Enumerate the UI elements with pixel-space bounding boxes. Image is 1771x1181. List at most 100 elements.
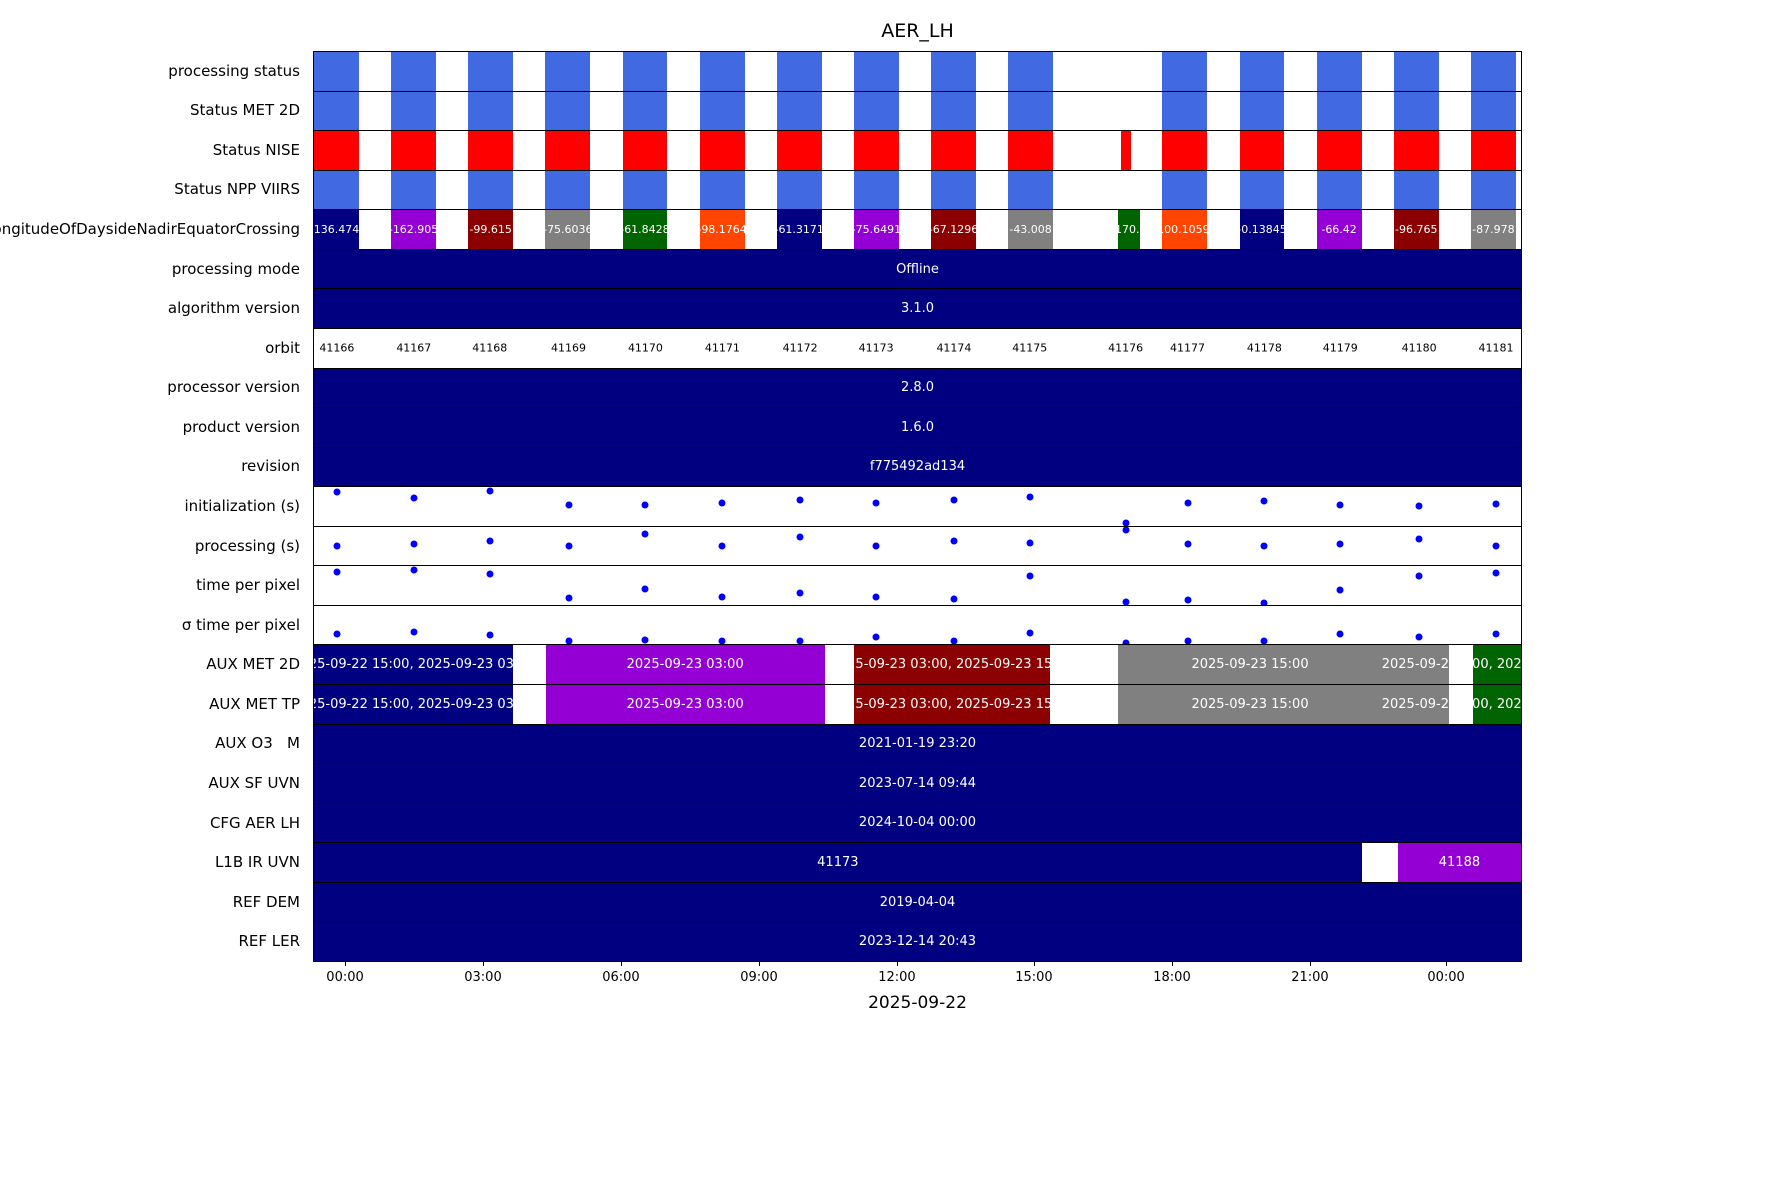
aux-met-2d-segment: 2025-09-22 15:00, 2025-09-23 03:00 bbox=[314, 645, 514, 684]
row-label-orbit: orbit bbox=[265, 338, 300, 357]
processing-status-segment bbox=[1316, 52, 1362, 91]
longitude-of-dayside-nadir-equator-crossing-segment-label: -98.1764 bbox=[697, 223, 747, 237]
initialization-s-data-point bbox=[1492, 500, 1500, 508]
row-aux-met-2d: 2025-09-22 15:00, 2025-09-23 03:00 2025-0… bbox=[313, 645, 1522, 685]
processing-status-segment bbox=[314, 52, 359, 91]
row-processor-version: 2.8.0 bbox=[313, 368, 1522, 409]
row-time-per-pixel bbox=[313, 566, 1522, 606]
aux-met-tp-segment-label: 2025-09-23 15:00 bbox=[1191, 696, 1309, 712]
status-nise-segment bbox=[1316, 131, 1362, 170]
aux-met-2d-segment: 2025-09-23 15:00 bbox=[1117, 645, 1383, 684]
row-product-version: 1.6.0 bbox=[313, 408, 1522, 448]
aux-met-tp-segment: 2025-09-23 03:00 bbox=[545, 685, 825, 724]
initialization-s-data-point bbox=[333, 488, 341, 496]
processing-s-data-point bbox=[718, 542, 726, 550]
aux-met-tp-segment-label: 2025-09-2 bbox=[1382, 696, 1449, 712]
x-tick-mark bbox=[896, 961, 898, 966]
aux-met-tp-segment: 2025-09-23 03:00, 2025-09-23 15:00 bbox=[853, 685, 1051, 724]
row-label-l1b-ir-uvn: L1B IR UVN bbox=[214, 853, 300, 872]
x-tick-mark bbox=[482, 961, 484, 966]
row-l1b-ir-uvn: 41173 41188 bbox=[313, 843, 1522, 883]
status-nise-segment bbox=[468, 131, 514, 170]
status-npp-viirs-segment bbox=[776, 170, 822, 210]
processing-s-data-point bbox=[641, 530, 649, 538]
sigma-time-per-pixel-data-point bbox=[565, 637, 573, 645]
row-labels-column: processing status Status MET 2D Status NIS… bbox=[0, 51, 306, 961]
x-tick-label: 18:00 bbox=[1153, 970, 1191, 985]
status-met-2d-segment bbox=[468, 91, 514, 131]
x-tick-label: 12:00 bbox=[878, 970, 916, 985]
sigma-time-per-pixel-data-point bbox=[1026, 629, 1034, 637]
aux-met-tp-segment-label: 00, 202 bbox=[1472, 696, 1521, 712]
x-tick-label: 06:00 bbox=[602, 970, 640, 985]
orbit-value-label: 41178 bbox=[1246, 341, 1282, 355]
status-npp-viirs-segment bbox=[853, 170, 899, 210]
status-met-2d-segment bbox=[1239, 91, 1285, 131]
initialization-s-data-point bbox=[1415, 502, 1423, 510]
product-version-segment-label: 1.6.0 bbox=[900, 419, 935, 435]
algorithm-version-segment-label: 3.1.0 bbox=[900, 301, 935, 317]
status-met-2d-segment bbox=[931, 91, 976, 131]
aux-o3-m-segment-label: 2021-01-19 23:20 bbox=[858, 736, 977, 752]
status-met-2d-segment bbox=[545, 91, 591, 131]
aux-sf-uvn-segment: 2023-07-14 09:44 bbox=[314, 764, 1521, 803]
initialization-s-data-point bbox=[641, 501, 649, 509]
orbit-value-label: 41172 bbox=[782, 341, 818, 355]
time-per-pixel-data-point bbox=[486, 570, 494, 578]
orbit-value-label: 41181 bbox=[1478, 341, 1514, 355]
longitude-of-dayside-nadir-equator-crossing-segment: -99.615 bbox=[468, 210, 514, 249]
orbit-value-label: 41171 bbox=[704, 341, 740, 355]
processing-mode-segment-label: Offline bbox=[896, 261, 939, 277]
row-label-processing-mode: processing mode bbox=[171, 259, 300, 278]
initialization-s-data-point bbox=[872, 499, 880, 507]
aux-sf-uvn-segment-label: 2023-07-14 09:44 bbox=[858, 775, 977, 791]
x-tick-label: 15:00 bbox=[1015, 970, 1053, 985]
aux-met-tp-segment: 2025-09-22 15:00, 2025-09-23 03:00 bbox=[314, 685, 514, 724]
time-per-pixel-data-point bbox=[1122, 598, 1130, 605]
longitude-of-dayside-nadir-equator-crossing-segment-label: -61.3171 bbox=[774, 223, 824, 237]
longitude-of-dayside-nadir-equator-crossing-segment: -43.008 bbox=[1008, 210, 1054, 249]
processing-status-segment bbox=[391, 52, 437, 91]
l1b-ir-uvn-segment-label: 41173 bbox=[817, 855, 859, 871]
processing-mode-segment: Offline bbox=[314, 249, 1521, 289]
row-label-longitude-of-dayside-nadir-equator-crossing: LongitudeOfDaysideNadirEquatorCrossing bbox=[0, 220, 300, 239]
x-tick-mark bbox=[1171, 961, 1173, 966]
time-per-pixel-data-point bbox=[1336, 586, 1344, 594]
status-nise-segment bbox=[699, 131, 745, 170]
status-met-2d-segment bbox=[1162, 91, 1208, 131]
sigma-time-per-pixel-data-point bbox=[1492, 630, 1500, 638]
row-processing-s bbox=[313, 526, 1522, 567]
row-label-aux-sf-uvn: AUX SF UVN bbox=[208, 773, 300, 792]
processing-status-segment bbox=[1239, 52, 1285, 91]
status-npp-viirs-segment bbox=[1239, 170, 1285, 210]
longitude-of-dayside-nadir-equator-crossing-segment: -98.1764 bbox=[697, 210, 747, 249]
row-label-processor-version: processor version bbox=[167, 378, 300, 397]
processing-status-segment bbox=[545, 52, 591, 91]
time-per-pixel-data-point bbox=[1260, 599, 1268, 605]
time-per-pixel-data-point bbox=[796, 589, 804, 597]
processing-s-data-point bbox=[1026, 539, 1034, 547]
x-tick-label: 00:00 bbox=[326, 970, 364, 985]
orbit-value-label: 41166 bbox=[319, 341, 355, 355]
orbit-value-label: 41180 bbox=[1401, 341, 1437, 355]
aux-met-2d-segment-label: 2025-09-2 bbox=[1382, 657, 1449, 673]
orbit-value-label: 41177 bbox=[1170, 341, 1205, 355]
status-npp-viirs-segment bbox=[931, 170, 976, 210]
orbit-value-label: 41179 bbox=[1322, 341, 1358, 355]
aux-met-2d-segment: 2025-09-2 bbox=[1382, 645, 1449, 684]
status-met-2d-segment bbox=[622, 91, 668, 131]
longitude-of-dayside-nadir-equator-crossing-segment: -61.8428 bbox=[620, 210, 670, 249]
sigma-time-per-pixel-data-point bbox=[1260, 637, 1268, 645]
chart-title: AER_LH bbox=[881, 20, 954, 42]
longitude-of-dayside-nadir-equator-crossing-segment: -87.978 bbox=[1470, 210, 1516, 249]
initialization-s-data-point bbox=[1184, 499, 1191, 507]
initialization-s-data-point bbox=[950, 496, 958, 504]
x-tick-mark bbox=[345, 961, 347, 966]
l1b-ir-uvn-segment: 41173 bbox=[314, 843, 1362, 882]
processor-version-segment: 2.8.0 bbox=[314, 368, 1521, 408]
longitude-of-dayside-nadir-equator-crossing-segment-label: -75.6491 bbox=[851, 223, 902, 237]
row-label-time-per-pixel: time per pixel bbox=[196, 576, 300, 595]
orbit-value-label: 41167 bbox=[396, 341, 432, 355]
longitude-of-dayside-nadir-equator-crossing-segment: -96.765 bbox=[1393, 210, 1439, 249]
initialization-s-data-point bbox=[410, 494, 418, 502]
